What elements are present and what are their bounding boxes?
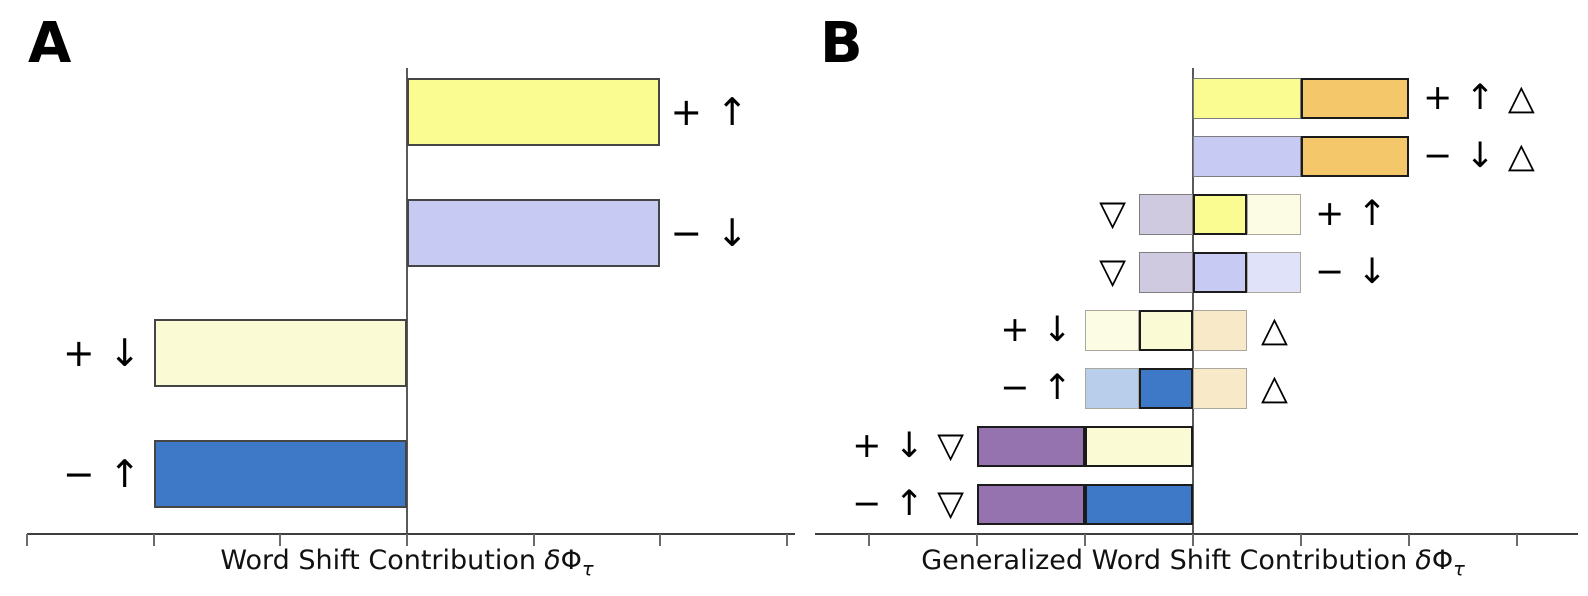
bar-segment-pale_yellow [1247,194,1301,235]
row-label-right: − ↓ [670,210,750,255]
center-axis-line [1192,68,1194,533]
x-axis-tick [1516,534,1518,546]
row-label-left: − ↑ [1000,368,1073,408]
x-axis-tick [868,534,870,546]
bar-segment-orange [1301,78,1409,119]
bar-segment-faded_purple [1139,252,1193,293]
x-axis-tick [786,534,789,546]
row-label-left: + ↓ [1000,310,1073,350]
axis-label-text: Generalized Word Shift Contribution [921,545,1408,576]
x-axis-tick [152,534,155,546]
axis-label-phi: Φ [560,545,582,576]
axis-label-phi: Φ [1431,545,1454,576]
bar-segment-purple [977,484,1085,525]
x-axis-tick [1192,534,1194,546]
bar-segment-blue [1085,484,1193,525]
row-label-left: − ↑ [62,452,142,497]
axis-label-tau-subscript: τ [1453,557,1465,581]
row-label-left: + ↓ [62,331,142,376]
bar-segment-wheat [1193,310,1247,351]
x-axis-tick [1300,534,1302,546]
bar-segment-lavender [407,198,661,267]
row-label-left: + ↓ ▽ [852,426,965,466]
bar-segment-lavender [1193,136,1301,177]
bar-segment-cream [153,319,407,388]
x-axis-tick [532,534,535,546]
row-label-right: △ [1261,310,1289,350]
center-axis-line [406,68,408,533]
x-axis-tick [25,534,28,546]
x-axis-tick [279,534,282,546]
axis-label-delta: δ [1415,545,1432,576]
bar-segment-bright_yellow [1193,78,1301,119]
bar-segment-wheat [1193,368,1247,409]
row-label-right: + ↑ [670,90,750,134]
x-axis-baseline [27,533,795,535]
row-label-right: + ↑ [1315,194,1388,234]
bar-segment-cream [1139,310,1193,351]
bar-segment-light_blue [1085,368,1139,409]
panel-a-corner-label: A [28,11,72,76]
bar-segment-blue [1139,368,1193,409]
x-axis-tick [406,534,408,546]
bar-segment-orange [1301,136,1409,177]
bar-segment-pale_yellow [1085,310,1139,351]
bar-segment-bright_yellow [1193,194,1247,235]
panel-b-corner-label: B [820,11,863,76]
row-label-right: △ [1261,368,1289,408]
row-label-left: ▽ [1099,252,1127,292]
bar-segment-bright_yellow [407,78,661,146]
bar-segment-lavender [1193,252,1247,293]
x-axis-tick [1084,534,1086,546]
row-label-left: − ↑ ▽ [852,484,965,524]
row-label-left: ▽ [1099,194,1127,234]
x-axis-tick [1408,534,1410,546]
bar-segment-faded_purple [1139,194,1193,235]
row-label-right: + ↑ △ [1423,78,1536,118]
bar-segment-blue [153,440,407,509]
row-label-right: − ↓ △ [1423,136,1536,176]
bar-segment-cream [1085,426,1193,467]
axis-label-tau-subscript: τ [581,557,594,581]
axis-label-text: Word Shift Contribution [220,545,536,576]
panel-b-axis-label: Generalized Word Shift Contribution δΦτ [921,546,1465,580]
panel-a-axis-label: Word Shift Contribution δΦτ [220,546,593,580]
bar-segment-pale_lavender [1247,252,1301,293]
x-axis-baseline [815,533,1578,535]
bar-segment-purple [977,426,1085,467]
row-label-right: − ↓ [1315,252,1388,292]
x-axis-tick [659,534,662,546]
x-axis-tick [976,534,978,546]
axis-label-delta: δ [544,545,561,576]
